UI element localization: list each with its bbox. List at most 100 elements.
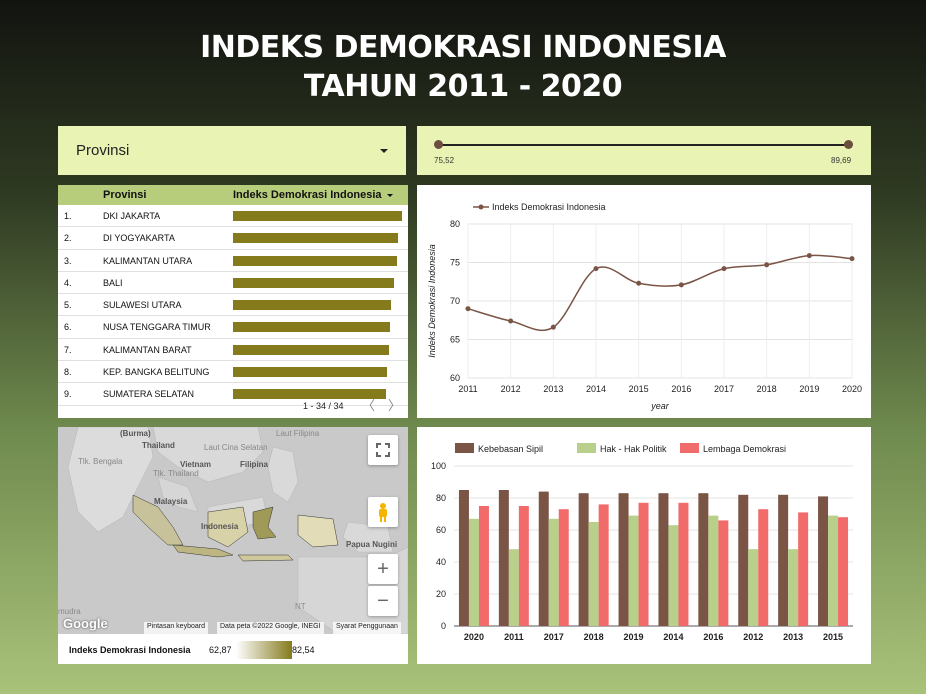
data-point[interactable] xyxy=(849,256,855,262)
title-line-1: INDEKS DEMOKRASI INDONESIA xyxy=(200,30,726,65)
column-header-province[interactable]: Provinsi xyxy=(103,189,147,201)
y-tick-label: 80 xyxy=(436,493,446,503)
data-point[interactable] xyxy=(550,324,556,330)
index-bar xyxy=(233,322,391,333)
bar[interactable] xyxy=(748,549,759,626)
y-tick-label: 80 xyxy=(450,219,460,229)
province-name: KEP. BANGKA BELITUNG xyxy=(103,367,210,378)
data-point[interactable] xyxy=(508,318,514,324)
data-point[interactable] xyxy=(764,262,770,268)
table-row[interactable]: 6. NUSA TENGGARA TIMUR xyxy=(58,316,408,339)
bar[interactable] xyxy=(778,494,789,626)
bar[interactable] xyxy=(538,491,549,626)
bar[interactable] xyxy=(468,518,479,626)
pegman-icon xyxy=(379,503,387,522)
bar[interactable] xyxy=(588,522,599,626)
bar[interactable] xyxy=(718,520,729,626)
x-tick-label: 2019 xyxy=(799,384,819,394)
x-tick-label: 2018 xyxy=(757,384,777,394)
x-tick-label: 2016 xyxy=(703,632,723,642)
bar[interactable] xyxy=(618,493,629,626)
y-tick-label: 60 xyxy=(450,373,460,383)
y-axis-title: Indeks Demokrasi Indonesia xyxy=(427,244,437,358)
bar[interactable] xyxy=(708,515,719,626)
province-filter-dropdown[interactable]: Provinsi xyxy=(58,126,406,175)
bar[interactable] xyxy=(798,512,809,626)
province-name: SULAWESI UTARA xyxy=(103,300,182,311)
table-row[interactable]: 9. SUMATERA SELATAN xyxy=(58,383,408,406)
table-row[interactable]: 1. DKI JAKARTA xyxy=(58,205,408,228)
table-row[interactable]: 2. DI YOGYAKARTA xyxy=(58,227,408,250)
bar[interactable] xyxy=(628,515,639,626)
row-number: 4. xyxy=(64,277,72,288)
zoom-out-button[interactable]: − xyxy=(368,586,398,616)
bar[interactable] xyxy=(578,493,589,626)
bar[interactable] xyxy=(668,525,679,626)
table-row[interactable]: 4. BALI xyxy=(58,272,408,295)
bar[interactable] xyxy=(758,509,769,626)
terms-of-use-link[interactable]: Syarat Penggunaan xyxy=(333,622,401,634)
row-number: 6. xyxy=(64,322,72,333)
slider-track[interactable] xyxy=(439,144,849,146)
bar[interactable] xyxy=(548,518,559,626)
sort-descending-icon[interactable] xyxy=(387,194,393,197)
data-point[interactable] xyxy=(721,266,727,272)
table-row[interactable]: 3. KALIMANTAN UTARA xyxy=(58,250,408,272)
bar[interactable] xyxy=(818,496,829,626)
column-header-index[interactable]: Indeks Demokrasi Indonesia xyxy=(233,189,382,201)
street-view-pegman-button[interactable] xyxy=(368,497,398,527)
table-pagination: 1 - 34 / 34 〈 〉 xyxy=(58,398,408,416)
bar[interactable] xyxy=(828,515,839,626)
table-row[interactable]: 8. KEP. BANGKA BELITUNG xyxy=(58,361,408,384)
bar[interactable] xyxy=(518,506,529,626)
legend-marker xyxy=(478,204,484,210)
slider-max-handle[interactable] xyxy=(844,140,853,149)
bar[interactable] xyxy=(558,509,569,626)
map-label: Vietnam xyxy=(180,460,211,469)
province-name: KALIMANTAN UTARA xyxy=(103,255,193,266)
bar[interactable] xyxy=(638,502,649,626)
x-tick-label: 2013 xyxy=(783,632,803,642)
table-row[interactable]: 5. SULAWESI UTARA xyxy=(58,294,408,317)
keyboard-shortcuts-link[interactable]: Pintasan keyboard xyxy=(144,622,208,634)
bar[interactable] xyxy=(478,506,489,626)
bar[interactable] xyxy=(458,490,469,626)
google-logo: Google xyxy=(63,616,108,631)
bar[interactable] xyxy=(508,549,519,626)
previous-page-button[interactable]: 〈 xyxy=(362,398,376,413)
line-chart: 60 65 70 75 80 2011 2012 2013 2014 2015 2016 2017 20… xyxy=(427,202,862,411)
zoom-in-button[interactable]: + xyxy=(368,554,398,584)
data-point[interactable] xyxy=(593,266,599,272)
x-tick-label: 2012 xyxy=(743,632,763,642)
bar[interactable] xyxy=(698,493,709,626)
table-row[interactable]: 7. KALIMANTAN BARAT xyxy=(58,339,408,362)
data-point[interactable] xyxy=(636,280,642,286)
x-tick-label: 2011 xyxy=(504,632,524,642)
bar[interactable] xyxy=(658,493,669,626)
province-name: SUMATERA SELATAN xyxy=(103,389,195,400)
map-label: mudra xyxy=(58,607,81,616)
data-point[interactable] xyxy=(678,282,684,288)
slider-min-handle[interactable] xyxy=(434,140,443,149)
x-tick-label: 2017 xyxy=(544,632,564,642)
y-tick-label: 65 xyxy=(450,335,460,345)
pagination-text: 1 - 34 / 34 xyxy=(303,401,344,411)
data-point[interactable] xyxy=(806,253,812,259)
x-tick-label: 2013 xyxy=(543,384,563,394)
data-point[interactable] xyxy=(465,306,471,312)
legend-label: Lembaga Demokrasi xyxy=(703,444,786,454)
bar[interactable] xyxy=(838,517,849,626)
slider-min-value: 75,52 xyxy=(434,156,455,165)
index-range-slider[interactable]: 75,52 89,69 xyxy=(417,126,871,175)
bar[interactable] xyxy=(738,494,749,626)
y-tick-label: 0 xyxy=(441,621,446,631)
fullscreen-button[interactable] xyxy=(368,435,398,465)
next-page-button[interactable]: 〉 xyxy=(388,398,402,413)
bar[interactable] xyxy=(498,490,509,626)
bar[interactable] xyxy=(788,549,799,626)
choropleth-map[interactable]: (Burma) Thailand Laut Cina Selatan Laut … xyxy=(58,427,408,634)
bar[interactable] xyxy=(678,502,689,626)
map-label: Indonesia xyxy=(201,522,239,531)
bar[interactable] xyxy=(598,504,609,626)
index-bar xyxy=(233,389,386,400)
